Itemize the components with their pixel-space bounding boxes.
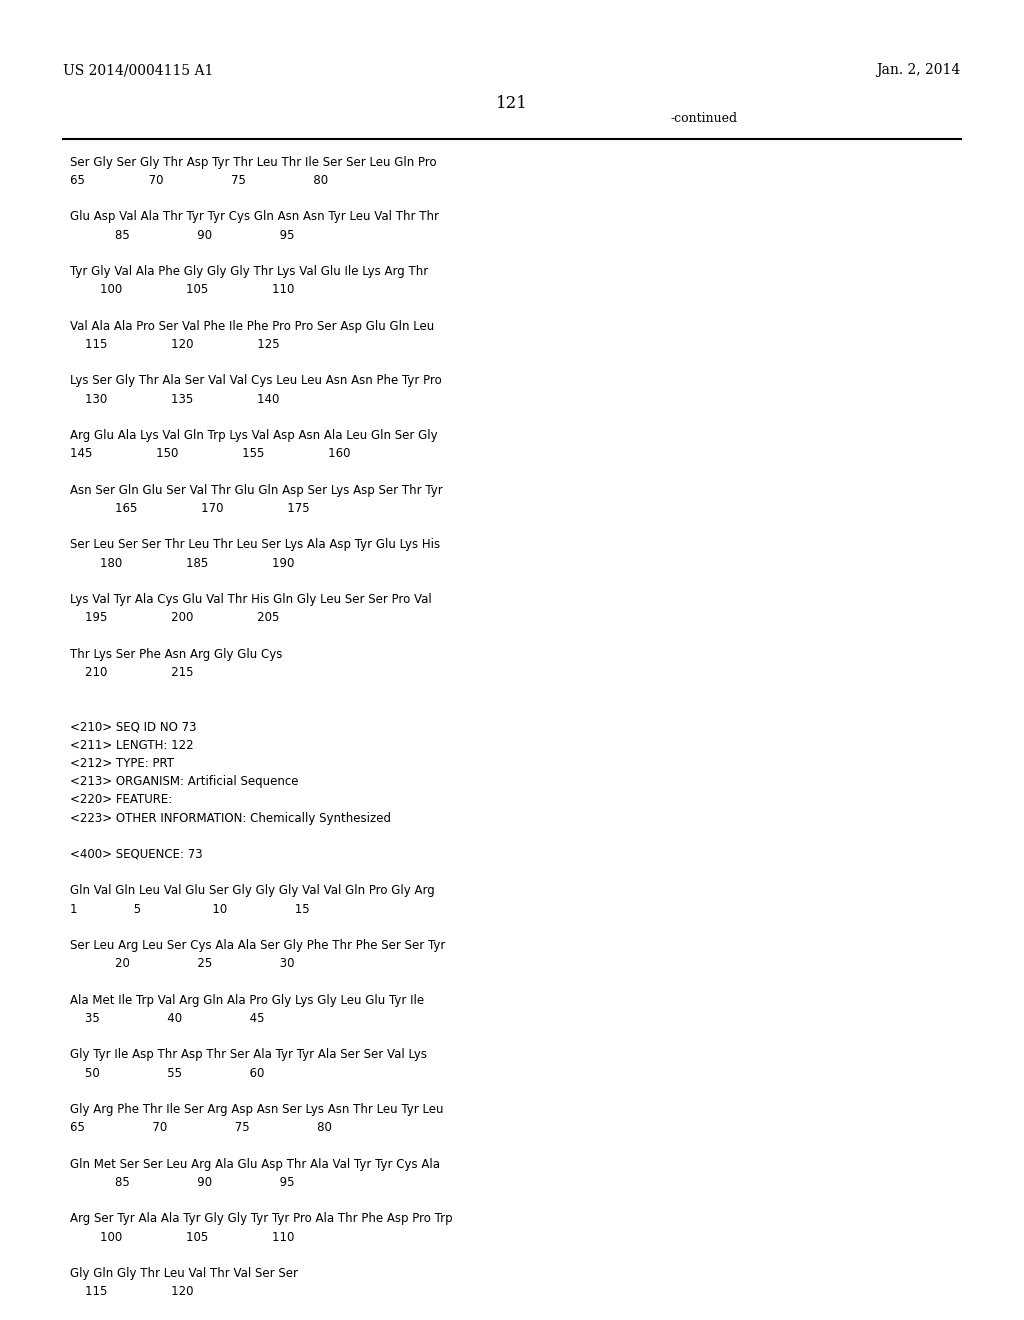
Text: Glu Asp Val Ala Thr Tyr Tyr Cys Gln Asn Asn Tyr Leu Val Thr Thr: Glu Asp Val Ala Thr Tyr Tyr Cys Gln Asn … bbox=[70, 210, 438, 223]
Text: Ser Leu Ser Ser Thr Leu Thr Leu Ser Lys Ala Asp Tyr Glu Lys His: Ser Leu Ser Ser Thr Leu Thr Leu Ser Lys … bbox=[70, 539, 439, 552]
Text: Jan. 2, 2014: Jan. 2, 2014 bbox=[877, 63, 961, 78]
Text: Arg Ser Tyr Ala Ala Tyr Gly Gly Tyr Tyr Pro Ala Thr Phe Asp Pro Trp: Arg Ser Tyr Ala Ala Tyr Gly Gly Tyr Tyr … bbox=[70, 1212, 453, 1225]
Text: 165                 170                 175: 165 170 175 bbox=[70, 502, 309, 515]
Text: 50                  55                  60: 50 55 60 bbox=[70, 1067, 264, 1080]
Text: Asn Ser Gln Glu Ser Val Thr Glu Gln Asp Ser Lys Asp Ser Thr Tyr: Asn Ser Gln Glu Ser Val Thr Glu Gln Asp … bbox=[70, 483, 442, 496]
Text: Thr Lys Ser Phe Asn Arg Gly Glu Cys: Thr Lys Ser Phe Asn Arg Gly Glu Cys bbox=[70, 648, 282, 660]
Text: 130                 135                 140: 130 135 140 bbox=[70, 392, 279, 405]
Text: <213> ORGANISM: Artificial Sequence: <213> ORGANISM: Artificial Sequence bbox=[70, 775, 298, 788]
Text: Gln Met Ser Ser Leu Arg Ala Glu Asp Thr Ala Val Tyr Tyr Cys Ala: Gln Met Ser Ser Leu Arg Ala Glu Asp Thr … bbox=[70, 1158, 439, 1171]
Text: 65                 70                  75                  80: 65 70 75 80 bbox=[70, 174, 328, 187]
Text: US 2014/0004115 A1: US 2014/0004115 A1 bbox=[63, 63, 214, 78]
Text: Ser Leu Arg Leu Ser Cys Ala Ala Ser Gly Phe Thr Phe Ser Ser Tyr: Ser Leu Arg Leu Ser Cys Ala Ala Ser Gly … bbox=[70, 939, 445, 952]
Text: Val Ala Ala Pro Ser Val Phe Ile Phe Pro Pro Ser Asp Glu Gln Leu: Val Ala Ala Pro Ser Val Phe Ile Phe Pro … bbox=[70, 319, 434, 333]
Text: Gln Val Gln Leu Val Glu Ser Gly Gly Gly Val Val Gln Pro Gly Arg: Gln Val Gln Leu Val Glu Ser Gly Gly Gly … bbox=[70, 884, 434, 898]
Text: Lys Ser Gly Thr Ala Ser Val Val Cys Leu Leu Asn Asn Phe Tyr Pro: Lys Ser Gly Thr Ala Ser Val Val Cys Leu … bbox=[70, 375, 441, 387]
Text: Ala Met Ile Trp Val Arg Gln Ala Pro Gly Lys Gly Leu Glu Tyr Ile: Ala Met Ile Trp Val Arg Gln Ala Pro Gly … bbox=[70, 994, 424, 1007]
Text: 145                 150                 155                 160: 145 150 155 160 bbox=[70, 447, 350, 461]
Text: 180                 185                 190: 180 185 190 bbox=[70, 557, 294, 569]
Text: Gly Tyr Ile Asp Thr Asp Thr Ser Ala Tyr Tyr Ala Ser Ser Val Lys: Gly Tyr Ile Asp Thr Asp Thr Ser Ala Tyr … bbox=[70, 1048, 427, 1061]
Text: <400> SEQUENCE: 73: <400> SEQUENCE: 73 bbox=[70, 847, 203, 861]
Text: -continued: -continued bbox=[670, 112, 737, 125]
Text: 65                  70                  75                  80: 65 70 75 80 bbox=[70, 1121, 332, 1134]
Text: 20                  25                  30: 20 25 30 bbox=[70, 957, 294, 970]
Text: <211> LENGTH: 122: <211> LENGTH: 122 bbox=[70, 739, 194, 751]
Text: <220> FEATURE:: <220> FEATURE: bbox=[70, 793, 172, 807]
Text: 100                 105                 110: 100 105 110 bbox=[70, 284, 294, 296]
Text: 210                 215: 210 215 bbox=[70, 665, 194, 678]
Text: Ser Gly Ser Gly Thr Asp Tyr Thr Leu Thr Ile Ser Ser Leu Gln Pro: Ser Gly Ser Gly Thr Asp Tyr Thr Leu Thr … bbox=[70, 156, 436, 169]
Text: 85                  90                  95: 85 90 95 bbox=[70, 228, 294, 242]
Text: 100                 105                 110: 100 105 110 bbox=[70, 1230, 294, 1243]
Text: 195                 200                 205: 195 200 205 bbox=[70, 611, 279, 624]
Text: <210> SEQ ID NO 73: <210> SEQ ID NO 73 bbox=[70, 721, 197, 734]
Text: Lys Val Tyr Ala Cys Glu Val Thr His Gln Gly Leu Ser Ser Pro Val: Lys Val Tyr Ala Cys Glu Val Thr His Gln … bbox=[70, 593, 431, 606]
Text: Gly Arg Phe Thr Ile Ser Arg Asp Asn Ser Lys Asn Thr Leu Tyr Leu: Gly Arg Phe Thr Ile Ser Arg Asp Asn Ser … bbox=[70, 1104, 443, 1115]
Text: Arg Glu Ala Lys Val Gln Trp Lys Val Asp Asn Ala Leu Gln Ser Gly: Arg Glu Ala Lys Val Gln Trp Lys Val Asp … bbox=[70, 429, 437, 442]
Text: 115                 120: 115 120 bbox=[70, 1286, 194, 1298]
Text: 35                  40                  45: 35 40 45 bbox=[70, 1012, 264, 1024]
Text: Gly Gln Gly Thr Leu Val Thr Val Ser Ser: Gly Gln Gly Thr Leu Val Thr Val Ser Ser bbox=[70, 1267, 298, 1280]
Text: 1               5                   10                  15: 1 5 10 15 bbox=[70, 903, 309, 916]
Text: <223> OTHER INFORMATION: Chemically Synthesized: <223> OTHER INFORMATION: Chemically Synt… bbox=[70, 812, 390, 825]
Text: 115                 120                 125: 115 120 125 bbox=[70, 338, 280, 351]
Text: <212> TYPE: PRT: <212> TYPE: PRT bbox=[70, 756, 174, 770]
Text: Tyr Gly Val Ala Phe Gly Gly Gly Thr Lys Val Glu Ile Lys Arg Thr: Tyr Gly Val Ala Phe Gly Gly Gly Thr Lys … bbox=[70, 265, 428, 279]
Text: 85                  90                  95: 85 90 95 bbox=[70, 1176, 294, 1189]
Text: 121: 121 bbox=[496, 95, 528, 112]
